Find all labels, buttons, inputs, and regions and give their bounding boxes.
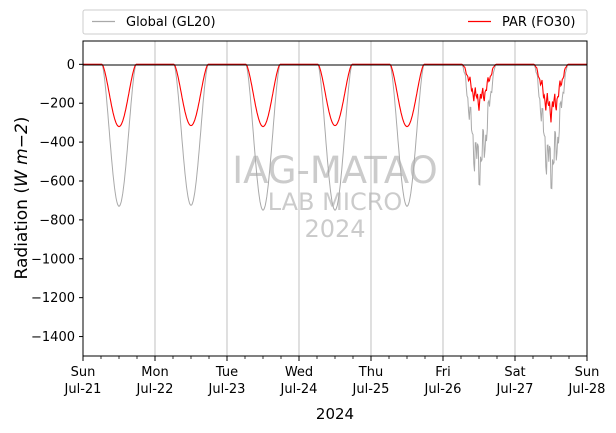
x-tick-day: Wed: [285, 365, 313, 380]
legend-box: [82, 9, 588, 35]
x-axis-label: 2024: [316, 405, 354, 423]
x-tick-day: Sun: [71, 365, 96, 380]
x-tick-day: Mon: [141, 365, 168, 380]
watermark: IAG-MATAO LAB MICRO 2024: [232, 149, 437, 243]
y-tick-label: −1000: [31, 252, 75, 267]
y-tick-label: −1400: [31, 330, 75, 345]
x-tick-date: Jul-26: [424, 382, 462, 397]
y-tick-label: −400: [39, 136, 75, 151]
x-tick-date: Jul-22: [136, 382, 174, 397]
plot-area: [83, 41, 587, 356]
x-tick-date: Jul-24: [280, 382, 318, 397]
y-axis: 0 −200 −400 −600 −800 −1000 −1200 −1400: [31, 58, 83, 345]
y-tick-label: −200: [39, 97, 75, 112]
x-tick-date: Jul-23: [208, 382, 246, 397]
legend-label-global: Global (GL20): [126, 15, 216, 30]
y-tick-label: 0: [67, 58, 75, 73]
watermark-line-3: 2024: [304, 215, 365, 243]
series-group: [83, 63, 587, 211]
legend: Global (GL20) PAR (FO30): [82, 9, 588, 35]
x-tick-day: Thu: [358, 365, 383, 380]
x-tick-date: Jul-28: [568, 382, 606, 397]
series-line-par: [83, 63, 587, 128]
x-tick-day: Tue: [215, 365, 238, 380]
watermark-line-1: IAG-MATAO: [232, 149, 437, 192]
y-tick-label: −1200: [31, 291, 75, 306]
x-tick-date: Jul-25: [352, 382, 390, 397]
x-tick-date: Jul-27: [496, 382, 534, 397]
watermark-line-2: LAB MICRO: [268, 188, 403, 216]
legend-label-par: PAR (FO30): [502, 15, 575, 30]
x-tick-day: Sun: [575, 365, 600, 380]
y-tick-label: −600: [39, 175, 75, 190]
x-tick-day: Sat: [504, 365, 525, 380]
x-tick-date: Jul-21: [64, 382, 102, 397]
y-tick-label: −800: [39, 213, 75, 228]
x-axis: Sun Jul-21 Mon Jul-22 Tue Jul-23 Wed Jul-24 Thu J…: [64, 356, 606, 397]
x-tick-day: Fri: [435, 365, 451, 380]
y-axis-label: Radiation (W m−2): [12, 117, 32, 280]
grid-lines: [154, 41, 516, 356]
